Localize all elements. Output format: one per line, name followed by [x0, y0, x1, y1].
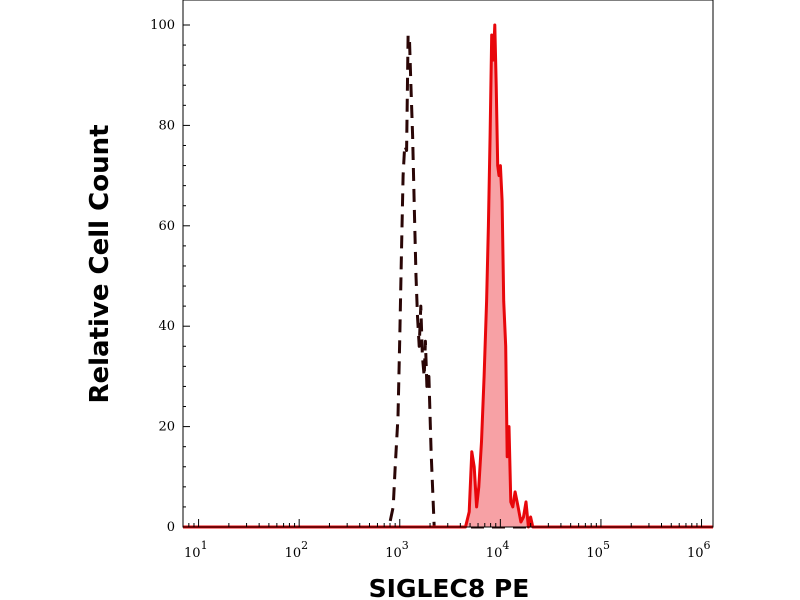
- y-axis-title: Relative Cell Count: [85, 124, 115, 403]
- x-tick-exponent: 5: [603, 539, 610, 552]
- y-tick-label: 40: [158, 319, 175, 334]
- y-tick-label: 0: [167, 520, 175, 535]
- y-tick-label: 80: [158, 118, 175, 133]
- x-tick-exponent: 2: [301, 539, 308, 552]
- y-axis: 0 20 40 60 80 100: [150, 18, 190, 535]
- x-tick-exponent: 6: [704, 539, 711, 552]
- x-tick-label: 10: [285, 546, 302, 561]
- series-layer: [183, 23, 713, 529]
- x-tick-label: 10: [687, 546, 704, 561]
- x-tick-label: 10: [486, 546, 503, 561]
- series-0-line: [183, 33, 713, 529]
- x-tick-label: 10: [385, 546, 402, 561]
- x-tick-exponent: 3: [402, 539, 409, 552]
- plot-frame: [182, 0, 714, 528]
- x-tick-exponent: 4: [502, 539, 509, 552]
- x-tick-label: 10: [586, 546, 603, 561]
- y-tick-label: 60: [158, 219, 175, 234]
- x-axis-title: SIGLEC8 PE: [369, 574, 530, 600]
- x-tick-label: 10: [184, 546, 201, 561]
- x-tick-exponent: 1: [201, 539, 208, 552]
- y-tick-label: 100: [150, 18, 175, 33]
- series-1-line: [183, 23, 713, 529]
- series-1-fill: [183, 25, 713, 527]
- y-tick-label: 20: [158, 420, 175, 435]
